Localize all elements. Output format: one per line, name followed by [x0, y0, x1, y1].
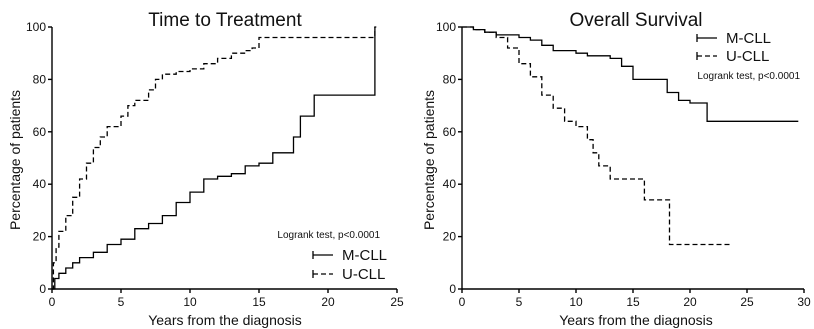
- y-tick-label: 40: [443, 177, 457, 191]
- y-tick-label: 20: [443, 230, 457, 244]
- y-tick-label: 80: [33, 72, 47, 86]
- y-tick-label: 0: [39, 282, 46, 296]
- x-axis-label: Years from the diagnosis: [559, 312, 713, 328]
- legend: M-CLL U-CLL: [312, 247, 387, 283]
- y-tick-label: 60: [33, 125, 47, 139]
- y-tick-label: 0: [449, 282, 456, 296]
- x-tick-label: 20: [321, 295, 335, 309]
- y-tick-label: 20: [33, 230, 47, 244]
- x-tick-label: 5: [118, 295, 125, 309]
- series-line-m-cll: [52, 26, 377, 290]
- chart-title: Time to Treatment: [148, 10, 302, 31]
- x-tick-label: 0: [49, 295, 56, 309]
- x-tick-label: 15: [252, 295, 266, 309]
- x-tick-label: 25: [390, 295, 404, 309]
- legend-label-m-cll: M-CLL: [342, 247, 387, 264]
- y-tick-label: 40: [33, 177, 47, 191]
- legend: M-CLL U-CLL: [696, 30, 771, 65]
- logrank-annotation: Logrank test, p<0.0001: [697, 71, 800, 82]
- logrank-annotation: Logrank test, p<0.0001: [277, 230, 380, 241]
- x-tick-label: 20: [683, 295, 697, 309]
- y-tick-label: 60: [443, 125, 457, 139]
- x-tick-label: 15: [626, 295, 640, 309]
- chart-overall-survival: Overall Survival Years from the diagnosi…: [421, 10, 811, 328]
- legend-label-m-cll: M-CLL: [726, 30, 771, 47]
- series-line-u-cll: [462, 26, 730, 246]
- x-axis-label: Years from the diagnosis: [148, 312, 302, 328]
- chart-title: Overall Survival: [569, 10, 702, 31]
- series-line-u-cll: [52, 27, 376, 290]
- series-line-m-cll: [462, 26, 799, 122]
- x-tick-label: 5: [516, 295, 523, 309]
- y-axis-label: Percentage of patients: [421, 90, 437, 230]
- chart-time-to-treatment: Time to Treatment Years from the diagnos…: [7, 10, 404, 328]
- legend-label-u-cll: U-CLL: [342, 266, 385, 283]
- legend-label-u-cll: U-CLL: [726, 48, 769, 65]
- x-tick-label: 25: [740, 295, 754, 309]
- y-axis-label: Percentage of patients: [7, 90, 23, 230]
- y-tick-label: 100: [436, 20, 456, 34]
- x-tick-label: 10: [569, 295, 583, 309]
- y-tick-label: 80: [443, 72, 457, 86]
- x-tick-label: 30: [797, 295, 811, 309]
- x-tick-label: 0: [459, 295, 466, 309]
- x-tick-label: 10: [183, 295, 197, 309]
- y-tick-label: 100: [26, 20, 46, 34]
